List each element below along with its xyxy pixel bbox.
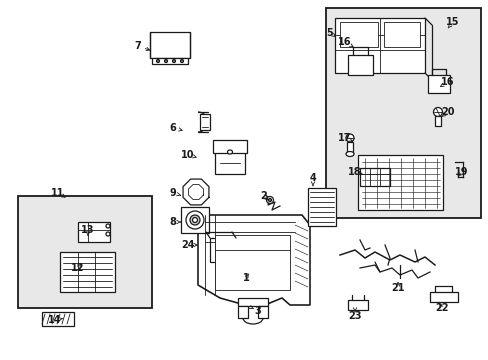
Text: 8: 8 [169, 217, 176, 227]
Bar [334, 18, 424, 73]
Text: 20: 20 [440, 107, 454, 117]
Bar [357, 155, 442, 210]
Ellipse shape [346, 152, 353, 157]
Text: 24: 24 [181, 240, 194, 250]
Bar [215, 235, 289, 290]
Bar [359, 168, 389, 186]
Bar [150, 32, 190, 58]
Bar [238, 306, 247, 318]
Text: 5: 5 [326, 28, 333, 38]
Text: 15: 15 [446, 17, 459, 27]
Text: 3: 3 [254, 306, 261, 316]
Ellipse shape [227, 150, 232, 154]
Ellipse shape [164, 59, 167, 63]
Ellipse shape [106, 224, 110, 228]
Ellipse shape [172, 59, 175, 63]
Bar [325, 8, 480, 218]
Ellipse shape [266, 197, 273, 203]
Bar [346, 142, 352, 154]
Text: 2: 2 [260, 191, 267, 201]
Text: 14: 14 [48, 315, 61, 325]
Ellipse shape [185, 211, 203, 229]
Text: 18: 18 [347, 167, 361, 177]
Bar [18, 196, 152, 308]
Polygon shape [183, 179, 208, 205]
Text: 1: 1 [242, 273, 249, 283]
Bar [209, 238, 236, 262]
Text: 13: 13 [81, 225, 95, 235]
Text: 23: 23 [347, 311, 361, 321]
Bar [347, 55, 372, 75]
Bar [200, 114, 209, 130]
Bar [258, 306, 267, 318]
Bar [42, 312, 74, 326]
Bar [347, 300, 367, 310]
Bar [429, 292, 457, 302]
Text: 16: 16 [338, 37, 351, 47]
Text: 4: 4 [309, 173, 316, 183]
Text: 16: 16 [440, 77, 454, 87]
Text: 21: 21 [390, 283, 404, 293]
Ellipse shape [433, 108, 442, 117]
Text: 22: 22 [434, 303, 448, 313]
Bar [307, 188, 335, 226]
Text: 19: 19 [454, 167, 468, 177]
Bar [152, 58, 187, 64]
Ellipse shape [190, 215, 200, 225]
Polygon shape [198, 215, 309, 305]
Bar [339, 22, 377, 47]
Bar [383, 22, 419, 47]
Ellipse shape [192, 217, 197, 222]
Text: 6: 6 [169, 123, 176, 133]
Bar [427, 75, 449, 93]
Ellipse shape [106, 232, 110, 236]
Text: 11: 11 [51, 188, 64, 198]
Ellipse shape [346, 134, 353, 142]
Text: 7: 7 [134, 41, 141, 51]
Text: 12: 12 [71, 263, 84, 273]
Bar [181, 207, 208, 233]
Text: 17: 17 [338, 133, 351, 143]
Bar [215, 152, 244, 174]
Ellipse shape [156, 59, 159, 63]
Text: 10: 10 [181, 150, 194, 160]
Text: 9: 9 [169, 188, 176, 198]
Bar [78, 222, 110, 242]
Bar [60, 252, 115, 292]
Bar [213, 140, 246, 153]
Bar [238, 298, 267, 306]
Bar [434, 116, 440, 126]
Ellipse shape [180, 59, 183, 63]
Ellipse shape [268, 198, 271, 202]
